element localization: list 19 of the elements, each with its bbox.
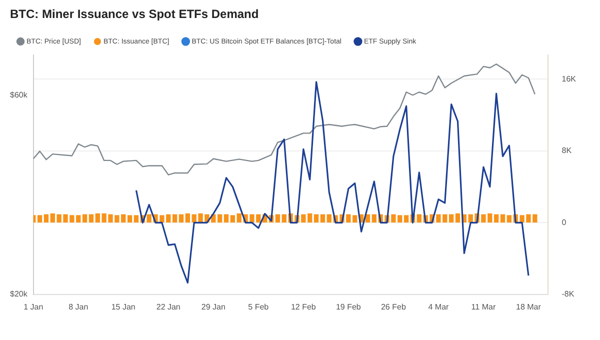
x-tick-label: 19 Feb [336, 302, 362, 312]
x-tick-label: 1 Jan [24, 302, 44, 312]
y2-tick-label: -8K [562, 290, 575, 299]
y2-tick-label: 8K [562, 146, 572, 156]
x-tick-label: 26 Feb [380, 302, 406, 312]
x-tick-label: 22 Jan [156, 302, 180, 312]
x-tick-label: 11 Mar [471, 302, 496, 312]
x-tick-label: 12 Feb [290, 302, 316, 312]
x-tick-label: 4 Mar [428, 302, 450, 312]
chart-title: BTC: Miner Issuance vs Spot ETFs Demand [10, 7, 259, 21]
x-tick-label: 18 Mar [516, 302, 542, 312]
x-tick-label: 5 Feb [248, 302, 270, 312]
x-tick-label: 8 Jan [68, 302, 88, 312]
y2-tick-label: 16K [562, 74, 577, 84]
y-tick-label: $60k [10, 90, 28, 100]
x-tick-label: 29 Jan [201, 302, 226, 312]
y2-tick-label: 0 [562, 218, 567, 227]
y-tick-label: $20k [10, 290, 28, 299]
x-tick-label: 15 Jan [111, 302, 136, 312]
